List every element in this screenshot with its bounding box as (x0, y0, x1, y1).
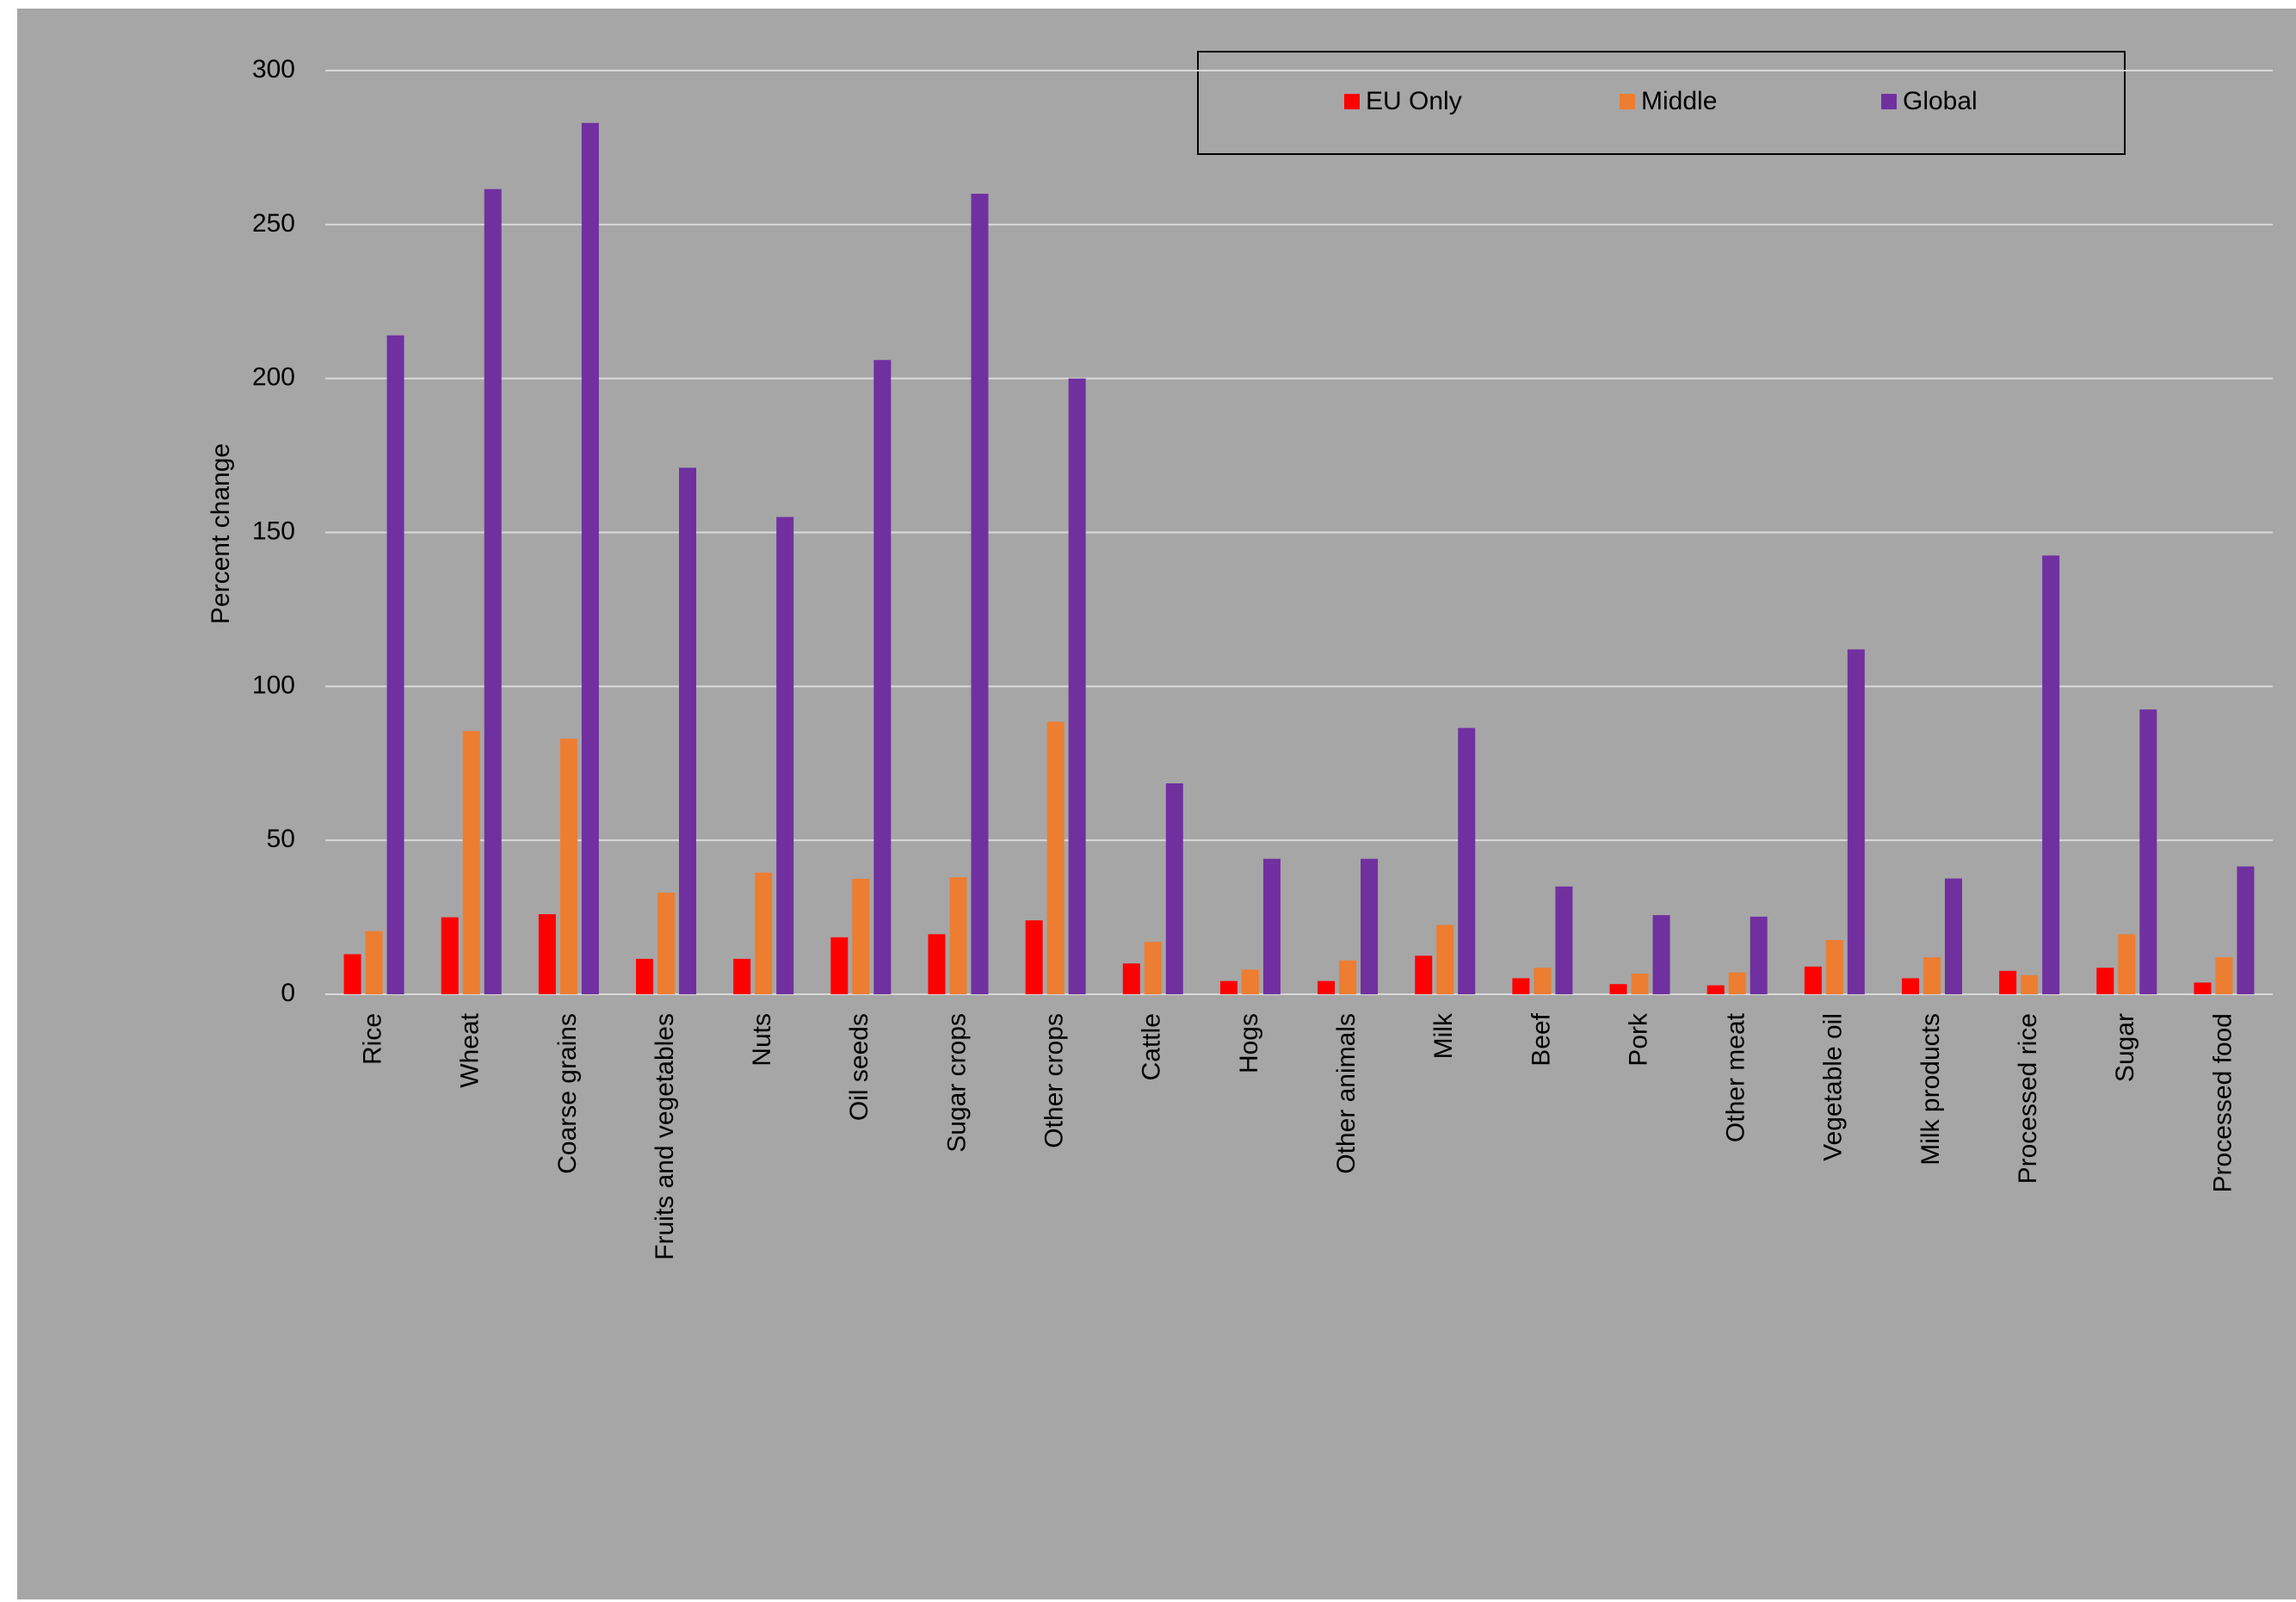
bar (1728, 972, 1746, 994)
bar (365, 931, 383, 994)
bar (1534, 968, 1552, 994)
bar (1804, 966, 1822, 994)
legend-label: Global (1903, 87, 1978, 115)
bar (830, 937, 849, 994)
bar (1144, 942, 1162, 994)
bar (1631, 974, 1649, 994)
bar (1458, 727, 1476, 994)
x-tick-label: Wheat (456, 1012, 485, 1087)
bar (1609, 984, 1627, 994)
bar (1750, 916, 1768, 994)
y-tick-label: 300 (252, 55, 295, 84)
bar (1241, 969, 1259, 994)
bar (1122, 963, 1140, 994)
bar (1825, 940, 1843, 994)
bar (1361, 858, 1379, 994)
x-tick-label: Nuts (748, 1013, 776, 1067)
bar (2215, 957, 2233, 994)
x-tick-label: Fruits and vegetables (651, 1013, 679, 1260)
chart-background (17, 9, 2296, 1599)
bar (679, 467, 697, 994)
bar (538, 914, 556, 994)
x-tick-label: Sugar (2111, 1013, 2139, 1082)
y-tick-label: 100 (252, 671, 295, 699)
bar (1046, 721, 1065, 994)
x-tick-label: Milk products (1916, 1013, 1945, 1166)
x-tick-label: Other meat (1722, 1012, 1750, 1142)
bar (949, 877, 967, 994)
bar (2021, 974, 2039, 994)
bar (1923, 957, 1941, 994)
bar (1025, 920, 1043, 994)
legend-swatch (1620, 94, 1635, 109)
bar (2042, 555, 2060, 994)
bar (733, 958, 751, 994)
bar (441, 917, 459, 994)
bar (1318, 980, 1336, 994)
bar (1901, 978, 1919, 994)
bar (1555, 886, 1573, 994)
x-tick-label: Pork (1624, 1012, 1652, 1067)
y-axis-label: Percent change (207, 443, 235, 624)
bar (928, 934, 946, 994)
legend-box (1197, 51, 2126, 155)
bar (2194, 982, 2212, 994)
x-tick-label: Milk (1429, 1012, 1458, 1059)
bar (1707, 985, 1725, 994)
bar (386, 335, 404, 994)
bar (1944, 878, 1962, 994)
bar (1652, 915, 1670, 994)
bar (852, 878, 870, 994)
x-tick-label: Hogs (1235, 1013, 1263, 1073)
bar (1847, 649, 1865, 994)
x-tick-label: Sugar crops (942, 1013, 971, 1153)
x-tick-label: Other crops (1040, 1013, 1069, 1148)
bar (1339, 960, 1357, 994)
bar (581, 122, 599, 994)
legend-swatch (1881, 94, 1897, 109)
y-tick-label: 0 (281, 979, 295, 1007)
bar (1415, 956, 1433, 994)
y-tick-label: 200 (252, 363, 295, 392)
x-tick-label: Vegetable oil (1819, 1013, 1848, 1161)
bar (1262, 858, 1281, 994)
bar (1436, 925, 1454, 994)
bar (1512, 978, 1530, 994)
x-tick-label: Coarse grains (553, 1013, 582, 1174)
x-tick-label: Oil seeds (845, 1013, 873, 1121)
bar (1219, 980, 1237, 994)
bar (559, 739, 577, 994)
bar (343, 954, 361, 994)
x-tick-label: Processed food (2208, 1013, 2237, 1192)
bar (1999, 970, 2017, 994)
bar (971, 194, 989, 995)
y-tick-label: 150 (252, 516, 295, 545)
bar (755, 872, 773, 994)
legend-label: EU Only (1366, 87, 1462, 115)
x-tick-label: Beef (1527, 1012, 1555, 1066)
bar (484, 189, 502, 994)
bar (2096, 968, 2114, 994)
legend-swatch (1344, 94, 1360, 109)
legend-label: Middle (1641, 87, 1717, 115)
bar (462, 731, 480, 994)
y-tick-label: 50 (267, 825, 295, 853)
bar (1068, 378, 1086, 995)
bar (2118, 934, 2136, 994)
bar (2139, 709, 2157, 994)
bar (657, 892, 676, 994)
x-tick-label: Processed rice (2014, 1013, 2042, 1184)
bar (2237, 866, 2255, 994)
x-tick-label: Rice (358, 1013, 386, 1065)
bar (636, 958, 654, 994)
x-tick-label: Cattle (1138, 1013, 1166, 1080)
bar (873, 360, 892, 994)
x-tick-label: Other animals (1332, 1013, 1361, 1174)
y-tick-label: 250 (252, 209, 295, 238)
bar (776, 516, 794, 994)
bar (1165, 782, 1183, 994)
